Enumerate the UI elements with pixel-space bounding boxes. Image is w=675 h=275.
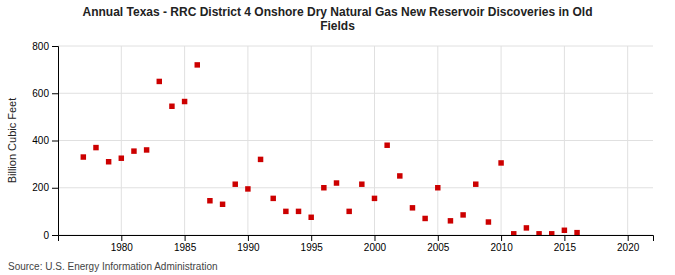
x-axis: 1980 1985 1990 1995 2000 2005 2010 2015 2020 — [59, 235, 654, 253]
y-tick-mark — [52, 93, 58, 94]
x-tick: 1995 — [301, 235, 324, 253]
chart: Annual Texas - RRC District 4 Onshore Dr… — [0, 0, 675, 275]
y-tick-label: 0 — [43, 230, 49, 241]
grid-line-y — [58, 140, 653, 141]
y-tick-label: 800 — [32, 41, 49, 52]
y-tick-mark — [52, 235, 58, 236]
x-tick-mark — [564, 235, 565, 241]
point — [574, 230, 579, 235]
grid-line-y — [58, 93, 653, 94]
point — [422, 216, 427, 221]
y-tick: 800 — [32, 41, 58, 52]
x-tick-label: 2020 — [617, 242, 640, 253]
point — [270, 196, 275, 201]
x-tick: 2005 — [427, 235, 450, 253]
point — [384, 142, 389, 147]
point — [473, 181, 478, 186]
x-tick-label: 2015 — [554, 242, 577, 253]
x-tick: 1990 — [237, 235, 260, 253]
y-tick: 600 — [32, 88, 58, 99]
y-tick-mark — [52, 46, 58, 47]
x-tick: 2015 — [554, 235, 577, 253]
plot: 1980 1985 1990 1995 2000 2005 2010 2015 2020 0 200… — [32, 41, 653, 253]
point — [334, 180, 339, 185]
point — [182, 99, 187, 104]
point — [119, 155, 124, 160]
grid — [58, 46, 653, 235]
title: Annual Texas - RRC District 4 Onshore Dr… — [83, 5, 593, 33]
x-axis-line — [59, 236, 654, 242]
point — [308, 215, 313, 220]
x-tick-mark — [501, 235, 502, 241]
title-line: Fields — [320, 19, 355, 33]
point — [321, 185, 326, 190]
point — [346, 209, 351, 214]
point — [498, 160, 503, 165]
x-tick-mark — [185, 235, 186, 241]
y-tick: 400 — [32, 135, 58, 146]
point — [524, 225, 529, 230]
point — [562, 228, 567, 233]
x-tick-label: 2000 — [364, 242, 387, 253]
point — [460, 212, 465, 217]
y-tick: 200 — [32, 182, 58, 193]
y-tick-mark — [52, 188, 58, 189]
x-tick: 2020 — [617, 235, 640, 253]
x-tick-mark — [311, 235, 312, 241]
y-axis-label: Billion Cubic Feet — [6, 98, 18, 184]
x-tick-mark — [438, 235, 439, 241]
point — [448, 218, 453, 223]
y-tick-label: 400 — [32, 135, 49, 146]
x-tick: 2000 — [364, 235, 387, 253]
point — [296, 209, 301, 214]
point — [81, 154, 86, 159]
grid-line-y — [58, 46, 653, 47]
point — [207, 198, 212, 203]
source: Source: U.S. Energy Information Administ… — [8, 261, 218, 272]
point — [359, 181, 364, 186]
point — [397, 173, 402, 178]
point — [106, 159, 111, 164]
point — [283, 209, 288, 214]
title-line: Annual Texas - RRC District 4 Onshore Dr… — [83, 5, 593, 19]
points — [81, 62, 580, 235]
point — [131, 148, 136, 153]
point — [486, 219, 491, 224]
point — [549, 231, 554, 235]
x-tick-label: 1995 — [301, 242, 324, 253]
point — [93, 145, 98, 150]
point — [169, 104, 174, 109]
x-tick-mark — [374, 235, 375, 241]
point — [410, 205, 415, 210]
grid-line-y — [58, 187, 653, 188]
x-tick-label: 1990 — [237, 242, 260, 253]
point — [536, 231, 541, 235]
y-tick: 0 — [43, 230, 58, 241]
x-tick: 1980 — [111, 235, 134, 253]
x-tick-label: 2010 — [490, 242, 513, 253]
point — [372, 196, 377, 201]
point — [195, 62, 200, 67]
x-tick: 2010 — [490, 235, 513, 253]
x-tick-label: 2005 — [427, 242, 450, 253]
point — [258, 157, 263, 162]
y-tick-label: 200 — [32, 182, 49, 193]
point — [220, 202, 225, 207]
y-tick-label: 600 — [32, 88, 49, 99]
x-tick-mark — [248, 235, 249, 241]
point — [511, 231, 516, 235]
x-tick-mark — [628, 235, 629, 241]
point — [144, 147, 149, 152]
y-axis-line — [52, 47, 59, 236]
point — [435, 185, 440, 190]
point — [245, 186, 250, 191]
x-tick-label: 1985 — [174, 242, 197, 253]
x-tick-label: 1980 — [111, 242, 134, 253]
y-tick-mark — [52, 141, 58, 142]
point — [232, 181, 237, 186]
point — [157, 79, 162, 84]
y-axis: 0 200 400 600 800 — [32, 41, 58, 241]
x-tick: 1985 — [174, 235, 197, 253]
x-tick-mark — [121, 235, 122, 241]
